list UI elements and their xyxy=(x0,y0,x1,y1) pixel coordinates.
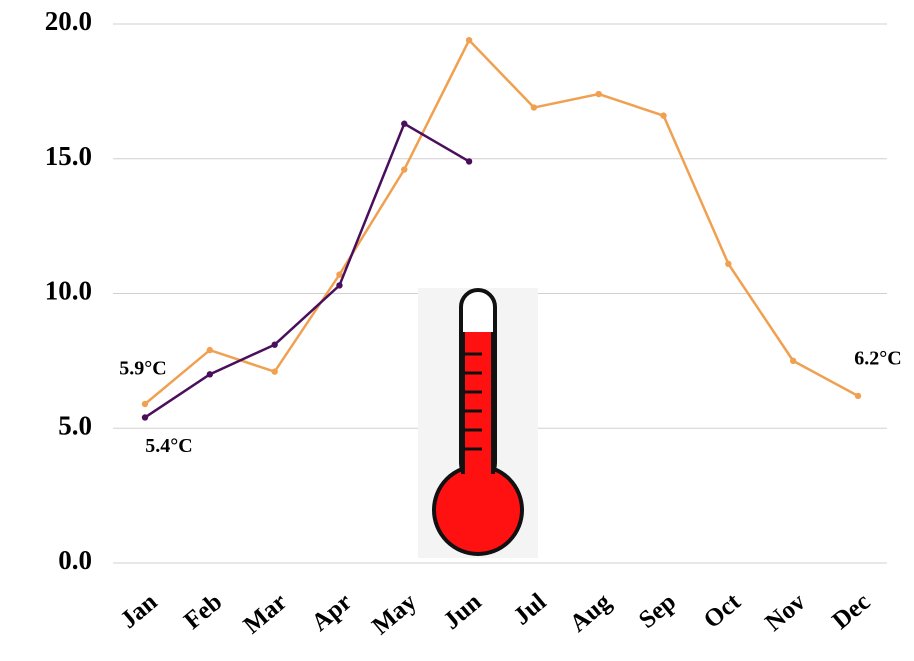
data-point xyxy=(465,158,473,165)
y-tick-label: 5.0 xyxy=(58,410,92,440)
x-tick-label: Jul xyxy=(509,588,552,630)
x-tick-label: Apr xyxy=(307,588,357,636)
series-line xyxy=(144,121,470,419)
thermometer-icon xyxy=(418,288,538,558)
data-point xyxy=(660,112,667,119)
data-point xyxy=(141,414,149,421)
y-tick-label: 10.0 xyxy=(45,276,92,306)
data-point xyxy=(401,166,408,173)
x-tick-label: Feb xyxy=(179,588,227,635)
data-point xyxy=(465,36,473,44)
x-tick-label: Dec xyxy=(827,588,875,635)
data-point xyxy=(336,282,343,289)
data-point xyxy=(336,271,343,278)
data-point xyxy=(595,90,602,98)
data-point xyxy=(271,368,278,375)
x-tick-label: May xyxy=(367,588,422,640)
data-label: 6.2°C xyxy=(854,348,901,370)
data-point xyxy=(206,346,214,354)
series-line xyxy=(144,38,859,405)
x-tick-label: Jan xyxy=(115,588,162,634)
x-tick-label: Aug xyxy=(565,588,617,638)
data-point xyxy=(401,120,408,127)
x-tick-label: Nov xyxy=(760,588,811,637)
x-tick-label: Oct xyxy=(699,588,747,634)
data-point xyxy=(725,260,732,268)
x-tick-label: Jun xyxy=(438,588,486,635)
data-label: 5.4°C xyxy=(145,435,192,457)
y-tick-label: 20.0 xyxy=(45,6,92,36)
data-point xyxy=(141,400,149,408)
data-point xyxy=(854,392,862,400)
y-tick-label: 0.0 xyxy=(58,545,92,575)
data-point xyxy=(206,371,214,378)
y-tick-label: 15.0 xyxy=(45,141,92,171)
data-point xyxy=(271,341,278,348)
x-tick-label: Mar xyxy=(239,588,293,639)
x-tick-label: Sep xyxy=(634,588,681,634)
data-label: 5.9°C xyxy=(119,358,166,380)
data-point xyxy=(789,357,797,365)
data-point xyxy=(530,104,538,111)
